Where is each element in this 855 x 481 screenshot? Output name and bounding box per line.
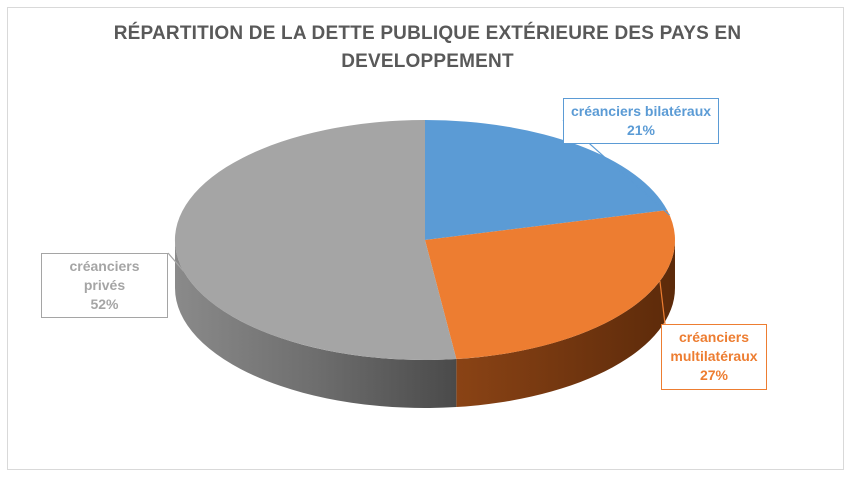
- pie-top-faces: [174, 120, 676, 360]
- pie-side-2: [175, 240, 457, 408]
- leader-line-1: [659, 280, 666, 325]
- data-label-text: créanciers: [678, 329, 750, 345]
- data-label-text: créanciers privés: [69, 258, 140, 293]
- data-label-text: multilatéraux: [670, 348, 758, 364]
- pie-slice-0: [425, 120, 668, 240]
- leader-line-2: [167, 252, 184, 272]
- pie-slice-2: [174, 120, 457, 360]
- data-label-text: créanciers bilatéraux: [570, 103, 712, 119]
- chart-title-line-2: DEVELOPPEMENT: [341, 51, 514, 72]
- data-label-percent: 52%: [90, 296, 119, 312]
- data-label-percent: 21%: [626, 122, 656, 138]
- data-label-0: créanciers bilatéraux 21%: [563, 98, 719, 144]
- chart-title: RÉPARTITION DE LA DETTE PUBLIQUE EXTÉRIE…: [0, 20, 855, 76]
- pie-side-1: [456, 240, 675, 408]
- pie-slice-1: [425, 210, 676, 360]
- data-label-percent: 27%: [699, 367, 729, 383]
- data-label-1: créanciers multilatéraux 27%: [661, 324, 767, 390]
- pie-3d-sides: [175, 240, 675, 408]
- chart-title-line-1: RÉPARTITION DE LA DETTE PUBLIQUE EXTÉRIE…: [113, 23, 742, 44]
- data-label-2: créanciers privés 52%: [41, 253, 168, 318]
